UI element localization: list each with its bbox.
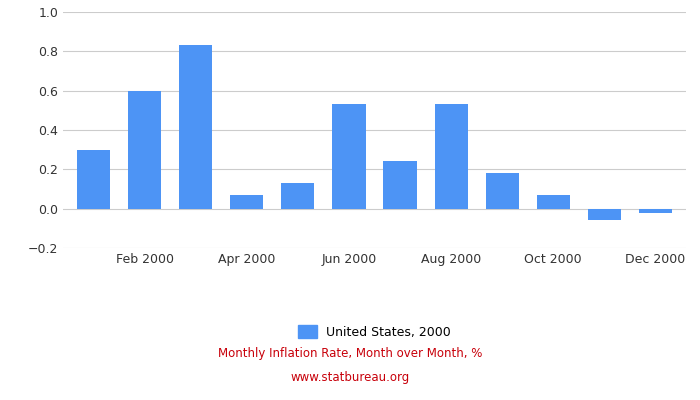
- Bar: [128, 91, 161, 209]
- Bar: [332, 104, 365, 209]
- Bar: [435, 104, 468, 209]
- Bar: [588, 209, 621, 220]
- Bar: [486, 173, 519, 209]
- Legend: United States, 2000: United States, 2000: [293, 320, 456, 344]
- Bar: [639, 209, 672, 213]
- Text: Monthly Inflation Rate, Month over Month, %: Monthly Inflation Rate, Month over Month…: [218, 348, 482, 360]
- Bar: [77, 150, 110, 209]
- Bar: [179, 46, 212, 209]
- Bar: [537, 195, 570, 209]
- Bar: [384, 162, 416, 209]
- Bar: [230, 195, 263, 209]
- Text: www.statbureau.org: www.statbureau.org: [290, 372, 410, 384]
- Bar: [281, 183, 314, 209]
